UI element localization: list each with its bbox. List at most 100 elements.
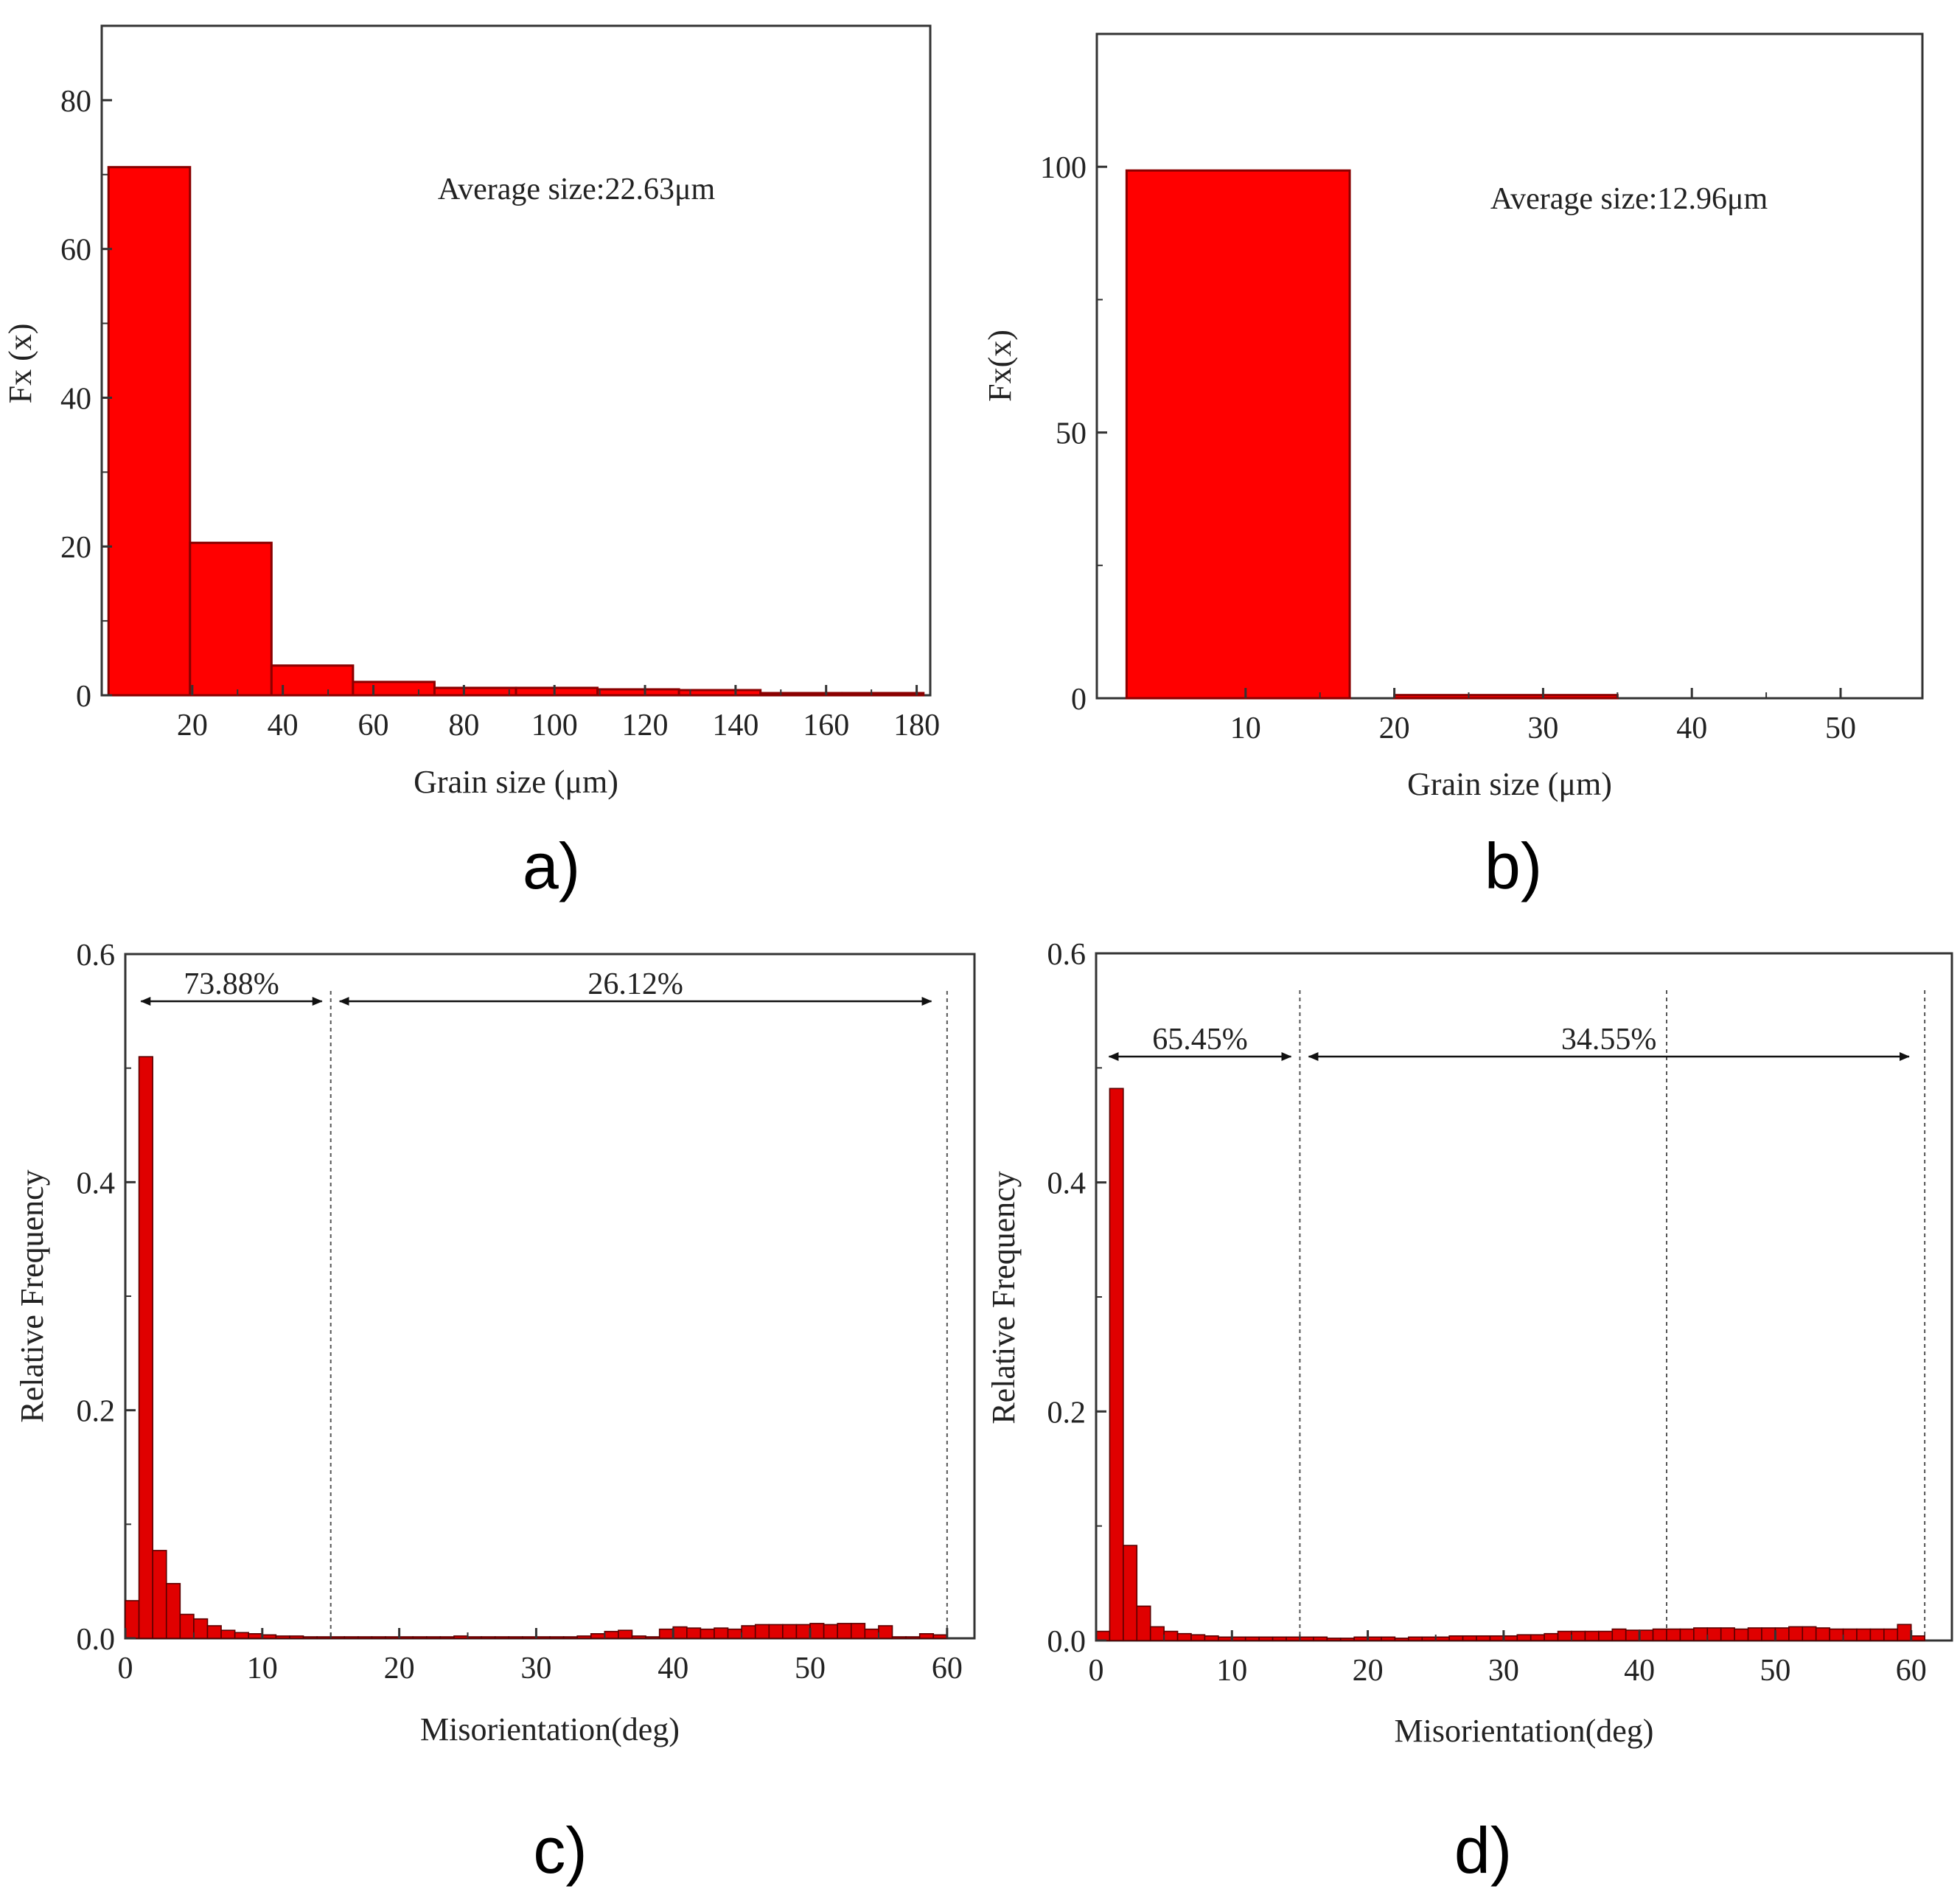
histogram-bar: [329, 1636, 346, 1639]
histogram-bar: [481, 1636, 496, 1639]
histogram-bar: [179, 1613, 195, 1639]
histogram-bar: [618, 1629, 633, 1639]
histogram-bar: [1476, 1635, 1491, 1641]
x-tick-label: 140: [712, 709, 758, 742]
histogram-bar: [850, 1623, 866, 1639]
y-axis-label: Relative Frequency: [14, 1169, 50, 1422]
histogram-bar: [905, 1636, 921, 1639]
histogram-bar: [439, 1636, 455, 1639]
panel-label-b: b): [1485, 829, 1542, 902]
histogram-bar: [107, 166, 192, 697]
histogram-bar: [1774, 1627, 1790, 1641]
histogram-bar: [1408, 1636, 1423, 1641]
histogram-bar: [1434, 1636, 1450, 1641]
histogram-bar: [316, 1636, 332, 1639]
x-tick-label: 50: [1760, 1654, 1790, 1688]
histogram-bar: [1734, 1628, 1749, 1641]
y-axis-label: Fx(x): [982, 330, 1018, 402]
histogram-bar: [152, 1550, 167, 1639]
x-tick-label: 20: [384, 1652, 415, 1685]
histogram-bar: [1761, 1627, 1776, 1641]
histogram-bar: [714, 1627, 729, 1639]
histogram-bar: [759, 692, 843, 697]
histogram-bar: [1720, 1627, 1735, 1641]
histogram-bar: [358, 1636, 373, 1639]
y-tick-label: 50: [1056, 417, 1087, 451]
histogram-bar: [494, 1636, 510, 1639]
histogram-bar: [1272, 1636, 1287, 1641]
histogram-bar: [878, 1625, 893, 1639]
histogram-bar: [1503, 1635, 1518, 1641]
histogram-bar: [1190, 1634, 1206, 1641]
histogram-bar: [562, 1636, 578, 1639]
histogram-bar: [672, 1626, 688, 1639]
histogram-bar: [1339, 1638, 1355, 1641]
x-tick-label: 10: [247, 1652, 278, 1685]
histogram-bar: [677, 689, 762, 697]
histogram-bar: [1125, 169, 1351, 700]
x-tick-label: 100: [531, 709, 578, 742]
histogram-bar: [1571, 1630, 1586, 1641]
histogram-bar: [596, 688, 680, 697]
histogram-bar: [1421, 1636, 1437, 1641]
histogram-bar: [1176, 1632, 1192, 1641]
y-tick-label: 0.6: [1047, 938, 1087, 972]
panel-label-d: d): [1454, 1814, 1512, 1887]
x-tick-label: 40: [1624, 1654, 1655, 1688]
histogram-bar: [1381, 1636, 1396, 1641]
histogram-bar: [1679, 1628, 1695, 1641]
x-tick-label: 20: [177, 709, 208, 742]
histogram-bar: [1706, 1627, 1722, 1641]
panel-label-c: c): [533, 1814, 587, 1887]
histogram-bar: [1897, 1624, 1912, 1641]
histogram-bar: [165, 1582, 181, 1639]
average-size-annotation: Average size:22.63μm: [438, 173, 716, 206]
histogram-bar: [727, 1628, 742, 1639]
x-tick-label: 10: [1230, 712, 1261, 745]
histogram-bar: [1693, 1627, 1709, 1641]
histogram-bar: [535, 1636, 551, 1639]
x-tick-label: 10: [1216, 1654, 1247, 1688]
x-axis-label: Misorientation(deg): [420, 1711, 680, 1747]
x-tick-label: 30: [520, 1652, 551, 1685]
y-tick-label: 40: [60, 382, 91, 416]
x-tick-label: 0: [118, 1652, 133, 1685]
histogram-bar: [1788, 1626, 1804, 1641]
x-tick-label: 20: [1353, 1654, 1384, 1688]
histogram-bar: [1829, 1628, 1844, 1641]
x-tick-label: 160: [803, 709, 849, 742]
histogram-bar: [508, 1636, 523, 1639]
histogram-bar: [220, 1629, 236, 1639]
histogram-bar: [206, 1625, 222, 1639]
y-tick-label: 100: [1040, 151, 1087, 185]
histogram-bar: [275, 1635, 290, 1639]
histogram-bar: [1462, 1635, 1477, 1641]
chart-panel-a: 20 40 60 80 100 120 140 160 180 0 20 40 60 80 Grain si…: [2, 24, 940, 800]
histogram-bar: [576, 1635, 592, 1639]
panel-label-a: a): [523, 829, 580, 902]
y-tick-label: 0.4: [1047, 1167, 1087, 1201]
histogram-bar: [590, 1633, 606, 1639]
histogram-bar: [809, 1623, 825, 1639]
histogram-bar: [138, 1056, 153, 1639]
histogram-bar: [352, 681, 436, 697]
histogram-bar: [1489, 1635, 1504, 1641]
histogram-bar: [549, 1636, 565, 1639]
histogram-bar: [823, 1624, 838, 1639]
histogram-bar: [604, 1630, 619, 1639]
histogram-bar: [1544, 1632, 1559, 1641]
histogram-bar: [1747, 1627, 1762, 1641]
histogram-bar: [248, 1633, 263, 1639]
histogram-bar: [1802, 1626, 1817, 1641]
y-tick-label: 0.0: [1047, 1625, 1087, 1659]
histogram-bar: [1136, 1605, 1151, 1641]
histogram-bar: [1611, 1628, 1627, 1641]
plot-frame: [124, 953, 976, 1640]
histogram-bar: [1258, 1636, 1274, 1641]
histogram-bar: [891, 1636, 907, 1639]
histogram-bar: [1163, 1630, 1179, 1641]
histogram-bar: [795, 1624, 811, 1639]
histogram-bar: [1204, 1635, 1219, 1641]
histogram-bar: [262, 1634, 277, 1639]
